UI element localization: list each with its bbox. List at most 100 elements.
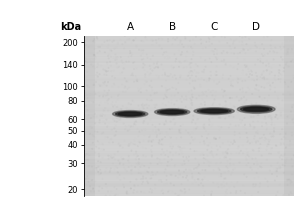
Point bbox=[93, 92, 98, 95]
Point bbox=[148, 177, 153, 180]
Point bbox=[148, 64, 152, 67]
Point bbox=[120, 107, 124, 111]
Point bbox=[291, 76, 296, 80]
Point bbox=[101, 148, 106, 151]
Point bbox=[192, 87, 197, 90]
Point bbox=[162, 37, 167, 40]
Point bbox=[92, 41, 97, 44]
Point bbox=[174, 88, 178, 91]
Point bbox=[227, 45, 232, 48]
Point bbox=[96, 91, 101, 94]
Point bbox=[290, 194, 295, 198]
Point bbox=[163, 71, 167, 74]
Point bbox=[169, 127, 174, 130]
Point bbox=[93, 136, 98, 139]
Point bbox=[230, 109, 235, 112]
Point bbox=[92, 47, 97, 50]
Point bbox=[133, 51, 137, 54]
Point bbox=[182, 71, 187, 74]
Point bbox=[136, 163, 141, 166]
Point bbox=[268, 50, 272, 53]
Point bbox=[85, 158, 90, 161]
Point bbox=[190, 121, 194, 124]
Point bbox=[95, 125, 100, 128]
Point bbox=[250, 144, 255, 147]
Point bbox=[172, 123, 177, 126]
Point bbox=[120, 71, 124, 74]
Point bbox=[119, 155, 124, 159]
Point bbox=[215, 82, 220, 85]
Point bbox=[133, 143, 138, 146]
Point bbox=[230, 91, 235, 94]
Point bbox=[101, 68, 106, 71]
Point bbox=[85, 61, 90, 64]
Point bbox=[170, 190, 175, 193]
Point bbox=[167, 56, 172, 60]
Point bbox=[188, 148, 193, 151]
Point bbox=[224, 165, 229, 168]
Point bbox=[126, 60, 131, 63]
Point bbox=[272, 130, 277, 133]
Point bbox=[157, 139, 162, 142]
Point bbox=[174, 35, 178, 38]
Point bbox=[155, 170, 160, 174]
Point bbox=[258, 47, 262, 50]
Point bbox=[192, 127, 197, 130]
Point bbox=[86, 180, 91, 183]
Point bbox=[93, 130, 98, 133]
Point bbox=[179, 163, 184, 166]
Point bbox=[226, 140, 230, 143]
Point bbox=[242, 95, 246, 98]
Point bbox=[202, 127, 207, 130]
Point bbox=[94, 168, 99, 171]
Point bbox=[182, 170, 186, 173]
Point bbox=[278, 138, 282, 142]
Point bbox=[265, 82, 269, 85]
Point bbox=[179, 150, 184, 153]
Point bbox=[202, 142, 207, 146]
Point bbox=[190, 191, 194, 194]
Point bbox=[194, 149, 199, 153]
Point bbox=[189, 94, 194, 97]
Point bbox=[220, 76, 225, 79]
Point bbox=[212, 119, 216, 122]
Point bbox=[235, 141, 240, 144]
Point bbox=[192, 167, 197, 171]
Point bbox=[268, 116, 273, 119]
Point bbox=[278, 114, 283, 117]
Point bbox=[250, 157, 255, 160]
Bar bbox=[284, 36, 294, 196]
Point bbox=[152, 159, 157, 162]
Point bbox=[148, 162, 153, 165]
Point bbox=[180, 190, 184, 193]
Point bbox=[236, 52, 240, 55]
Point bbox=[116, 150, 120, 153]
Point bbox=[194, 181, 198, 184]
Point bbox=[288, 139, 292, 143]
Point bbox=[190, 47, 195, 50]
Point bbox=[88, 132, 92, 135]
Point bbox=[102, 169, 107, 173]
Point bbox=[115, 98, 120, 101]
Point bbox=[199, 182, 203, 185]
Point bbox=[267, 94, 272, 97]
Point bbox=[226, 126, 231, 129]
Point bbox=[287, 144, 292, 148]
Point bbox=[172, 86, 176, 90]
Point bbox=[231, 115, 236, 118]
Point bbox=[118, 91, 123, 94]
Point bbox=[262, 54, 267, 57]
Point bbox=[108, 136, 112, 139]
Point bbox=[210, 104, 215, 107]
Point bbox=[272, 179, 277, 182]
Point bbox=[143, 161, 148, 165]
Point bbox=[111, 38, 116, 41]
Point bbox=[170, 109, 175, 112]
Point bbox=[203, 157, 208, 161]
Point bbox=[261, 112, 266, 116]
Point bbox=[200, 186, 205, 189]
Point bbox=[277, 55, 282, 58]
Point bbox=[262, 47, 266, 50]
Point bbox=[118, 116, 123, 119]
Point bbox=[269, 147, 274, 150]
